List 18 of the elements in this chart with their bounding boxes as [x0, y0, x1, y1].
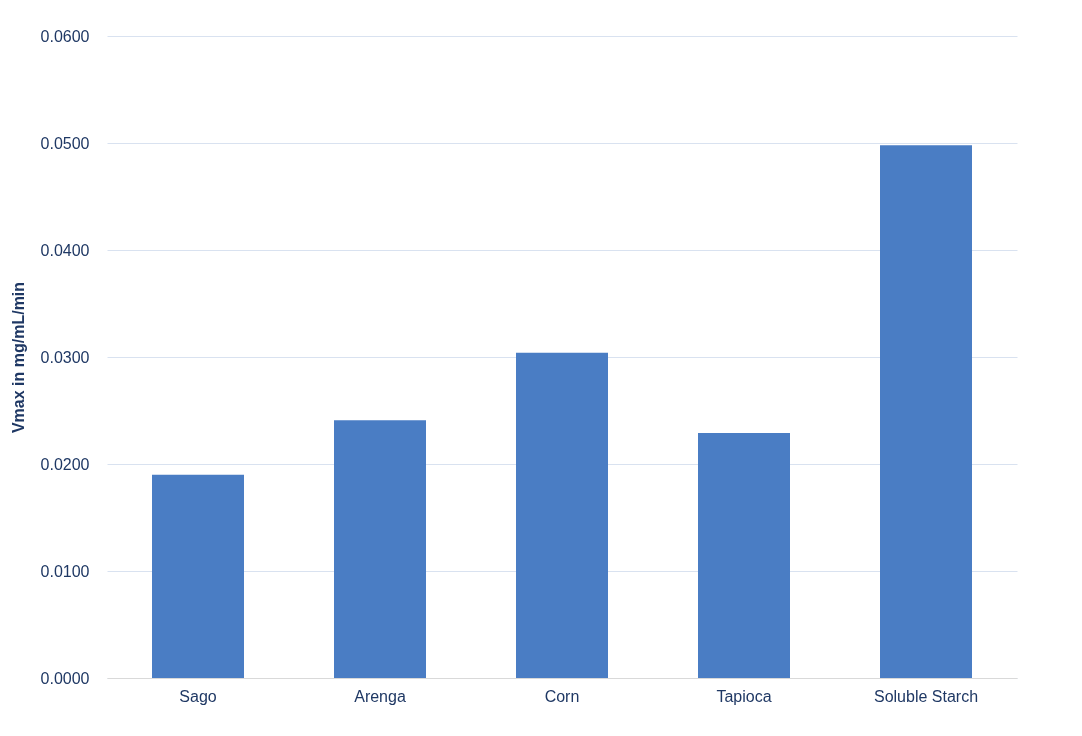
x-tick-label: Sago: [179, 687, 217, 705]
bar: [516, 352, 608, 678]
y-tick-label: 0.0500: [40, 134, 90, 152]
bar: [152, 474, 244, 678]
y-tick-label: 0.0400: [40, 241, 90, 259]
x-tick-label: Tapioca: [716, 687, 772, 705]
y-axis-title: Vmax in mg/mL/min: [9, 281, 27, 434]
bar: [880, 145, 972, 678]
x-tick-label: Arenga: [354, 687, 406, 705]
x-tick-label: Corn: [544, 687, 580, 705]
bar: [698, 432, 790, 678]
y-tick-label: 0.0200: [40, 455, 90, 473]
y-tick-label: 0.0100: [40, 562, 90, 580]
bar: [334, 420, 426, 678]
x-tick-label: Soluble Starch: [873, 687, 979, 705]
y-tick-label: 0.0600: [40, 27, 90, 45]
y-tick-label: 0.0000: [40, 669, 90, 687]
y-tick-label: 0.0300: [40, 348, 90, 366]
